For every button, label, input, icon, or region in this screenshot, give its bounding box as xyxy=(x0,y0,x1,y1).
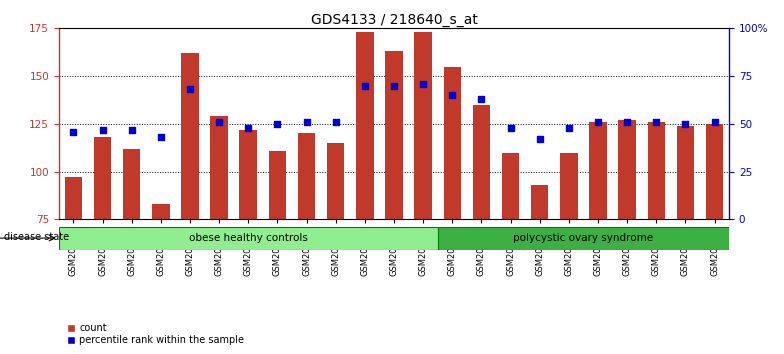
Bar xyxy=(531,185,549,219)
Point xyxy=(212,119,225,125)
Point xyxy=(329,119,342,125)
Point xyxy=(592,119,604,125)
Point xyxy=(708,119,720,125)
Bar xyxy=(210,116,228,219)
Point xyxy=(271,121,284,127)
Point xyxy=(387,83,400,88)
Point xyxy=(125,127,138,132)
Point xyxy=(475,96,488,102)
Bar xyxy=(239,130,257,219)
Point xyxy=(504,125,517,131)
Bar xyxy=(269,151,286,219)
Point xyxy=(183,87,196,92)
Bar xyxy=(444,67,461,219)
Legend: count, percentile rank within the sample: count, percentile rank within the sample xyxy=(64,319,248,349)
Point xyxy=(621,119,633,125)
Bar xyxy=(64,177,82,219)
Bar xyxy=(415,32,432,219)
Title: GDS4133 / 218640_s_at: GDS4133 / 218640_s_at xyxy=(310,13,477,27)
Bar xyxy=(619,120,636,219)
Text: obese healthy controls: obese healthy controls xyxy=(189,233,307,243)
Point xyxy=(242,125,255,131)
Text: disease state: disease state xyxy=(4,232,69,242)
Bar xyxy=(59,227,437,250)
Bar xyxy=(181,53,198,219)
Bar xyxy=(473,105,490,219)
Point xyxy=(67,129,80,135)
Bar xyxy=(327,143,344,219)
Point xyxy=(563,125,575,131)
Point xyxy=(358,83,371,88)
Point xyxy=(446,92,459,98)
Point xyxy=(417,81,430,87)
Bar xyxy=(706,124,724,219)
Point xyxy=(154,135,167,140)
Bar xyxy=(123,149,140,219)
Text: polycystic ovary syndrome: polycystic ovary syndrome xyxy=(514,233,653,243)
Bar xyxy=(677,126,694,219)
Point xyxy=(533,136,546,142)
Point xyxy=(300,119,313,125)
Point xyxy=(679,121,691,127)
Point xyxy=(96,127,109,132)
Bar xyxy=(298,133,315,219)
Bar xyxy=(385,51,403,219)
Bar xyxy=(437,227,729,250)
Bar xyxy=(648,122,665,219)
Bar xyxy=(356,32,373,219)
Bar xyxy=(590,122,607,219)
Bar xyxy=(502,153,519,219)
Bar xyxy=(152,204,169,219)
Bar xyxy=(560,153,578,219)
Bar xyxy=(94,137,111,219)
Point xyxy=(650,119,662,125)
